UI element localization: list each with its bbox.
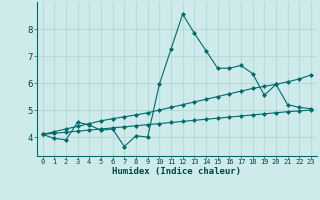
X-axis label: Humidex (Indice chaleur): Humidex (Indice chaleur) [112,167,241,176]
